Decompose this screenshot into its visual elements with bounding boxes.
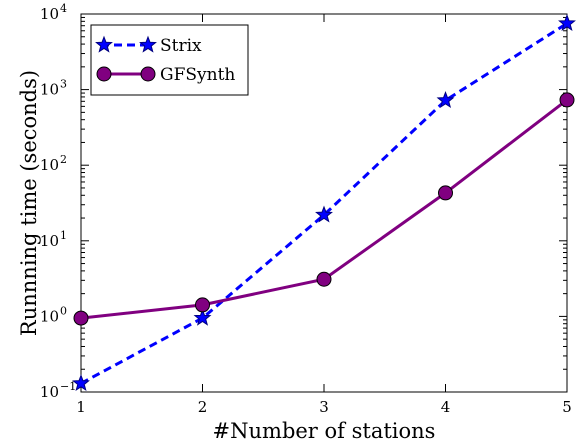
legend-marker-gfsynth bbox=[96, 66, 112, 82]
strix-point bbox=[193, 308, 212, 326]
x-axis-label: #Number of stations bbox=[213, 419, 436, 443]
y-tick-label-exponent: 2 bbox=[60, 153, 67, 166]
y-tick-label-exponent: 3 bbox=[60, 78, 67, 91]
gfsynth-point bbox=[438, 185, 453, 201]
strix-line bbox=[80, 22, 568, 385]
x-tick-label: 4 bbox=[441, 398, 451, 416]
y-tick-label-exponent: 1 bbox=[60, 229, 67, 242]
legend-box bbox=[90, 24, 249, 96]
strix-point bbox=[558, 14, 576, 32]
gfsynth-point bbox=[73, 310, 89, 326]
y-tick-label-base: 10 bbox=[40, 383, 59, 401]
y-tick-label-base: 10 bbox=[40, 81, 59, 99]
strix-point bbox=[436, 90, 455, 108]
y-tick-label-base: 10 bbox=[40, 232, 59, 250]
y-tick-label-exponent: 4 bbox=[60, 2, 67, 15]
legend-marker-strix bbox=[95, 35, 113, 53]
y-tick-label-base: 10 bbox=[40, 5, 59, 23]
strix-point bbox=[72, 373, 90, 391]
y-tick-label: 10 bbox=[40, 81, 59, 99]
x-tick-label: 2 bbox=[198, 398, 208, 416]
gfsynth-point bbox=[559, 92, 575, 108]
legend-label-strix: Strix bbox=[160, 36, 202, 56]
x-tick-label: 5 bbox=[562, 398, 572, 416]
legend-marker-strix bbox=[139, 35, 157, 53]
gfsynth-point bbox=[195, 297, 210, 313]
y-axis-label: Runnning time (seconds) bbox=[17, 70, 41, 336]
y-tick-label-exponent: 0 bbox=[60, 304, 67, 317]
y-tick-label: 10 bbox=[40, 5, 59, 23]
legend-marker-gfsynth bbox=[140, 66, 156, 82]
y-tick-label-exponent: −1 bbox=[60, 380, 76, 393]
y-tick-label: 10 bbox=[40, 307, 59, 325]
y-tick-label-base: 10 bbox=[40, 307, 59, 325]
y-tick-label: 10 bbox=[40, 232, 59, 250]
legend-label-gfsynth: GFSynth bbox=[160, 65, 235, 85]
series-markers bbox=[72, 14, 576, 391]
gfsynth-point bbox=[316, 271, 332, 287]
x-tick-label: 1 bbox=[76, 398, 86, 416]
y-tick-label-base: 10 bbox=[40, 156, 59, 174]
x-tick-label: 3 bbox=[319, 398, 329, 416]
strix-point bbox=[315, 205, 333, 223]
legend: Strix GFSynth bbox=[90, 24, 249, 96]
y-tick-label: 10 bbox=[40, 156, 59, 174]
y-tick-label: 10 bbox=[40, 383, 59, 401]
